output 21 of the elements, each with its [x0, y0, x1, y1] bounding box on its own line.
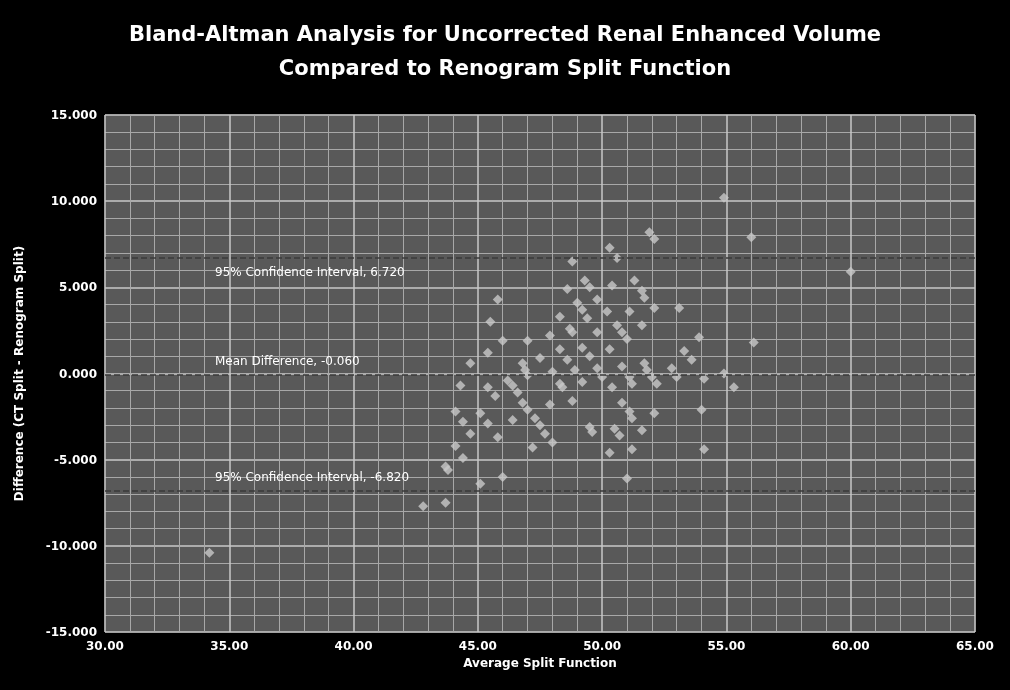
y-tick-label: -5.000: [54, 452, 97, 467]
y-tick-label: -10.000: [45, 538, 97, 553]
x-tick-label: 55.00: [707, 639, 746, 653]
x-tick-label: 40.00: [334, 639, 373, 653]
y-tick-label: -15.000: [45, 625, 97, 639]
y-tick-label: 10.000: [50, 194, 97, 209]
x-tick-label: 35.00: [210, 639, 249, 653]
y-tick-label: 5.000: [59, 280, 97, 295]
ref-line-label: Mean Difference, -0.060: [215, 353, 360, 368]
x-tick-label: 50.00: [583, 639, 622, 653]
x-tick-label: 60.00: [831, 639, 870, 653]
ref-line-label: 95% Confidence Interval, -6.820: [215, 470, 410, 485]
ref-line-label: 95% Confidence Interval, 6.720: [215, 264, 405, 279]
y-tick-label: 0.000: [59, 366, 97, 381]
chart-title: Bland-Altman Analysis for Uncorrected Renal Enhanced Volume Compared to Renogram Split Function: [128, 22, 882, 80]
x-tick-label: 45.00: [458, 639, 497, 653]
x-axis-title: Average Split Function: [463, 655, 617, 670]
x-tick-label: 30.00: [86, 639, 124, 653]
x-tick-label: 65.00: [956, 639, 994, 653]
y-axis-title: Difference (CT Split - Renogram Split): [12, 245, 26, 502]
y-tick-label: 15.000: [50, 108, 97, 122]
